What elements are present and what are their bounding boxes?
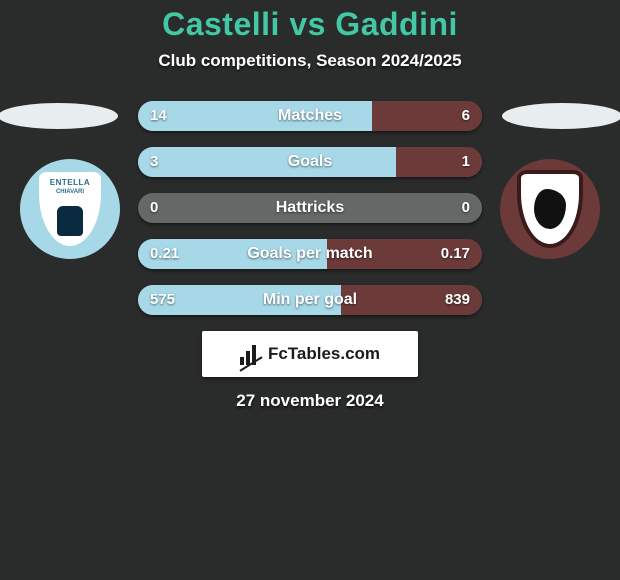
team-badge-right — [500, 159, 600, 259]
stat-label: Goals — [138, 147, 482, 177]
badge-left-line1: ENTELLA — [50, 178, 90, 187]
stat-rows: 146Matches 31Goals 00Hattricks 0.210.17Goal… — [138, 101, 482, 315]
stat-label: Min per goal — [138, 285, 482, 315]
badge-left-figure-icon — [57, 206, 83, 236]
stat-row: 00Hattricks — [138, 193, 482, 223]
stat-row: 0.210.17Goals per match — [138, 239, 482, 269]
ellipse-right — [502, 103, 620, 129]
badge-right-horse-icon — [534, 189, 566, 229]
shield-left: ENTELLA CHIAVARI — [37, 170, 103, 248]
stat-row: 31Goals — [138, 147, 482, 177]
team-badge-left: ENTELLA CHIAVARI — [20, 159, 120, 259]
comparison-arena: ENTELLA CHIAVARI 146Matches 31Goals 00Hatt… — [0, 101, 620, 411]
stat-label: Matches — [138, 101, 482, 131]
page-title: Castelli vs Gaddini — [0, 0, 620, 43]
badge-left-line2: CHIAVARI — [56, 189, 84, 195]
brand-text: FcTables.com — [268, 344, 380, 364]
stat-row: 146Matches — [138, 101, 482, 131]
stat-label: Hattricks — [138, 193, 482, 223]
ellipse-left — [0, 103, 118, 129]
shield-right — [517, 170, 583, 248]
brand-logo-icon — [240, 343, 262, 365]
brand-badge: FcTables.com — [202, 331, 418, 377]
date-text: 27 november 2024 — [0, 391, 620, 411]
page-subtitle: Club competitions, Season 2024/2025 — [0, 51, 620, 71]
stat-label: Goals per match — [138, 239, 482, 269]
stat-row: 575839Min per goal — [138, 285, 482, 315]
